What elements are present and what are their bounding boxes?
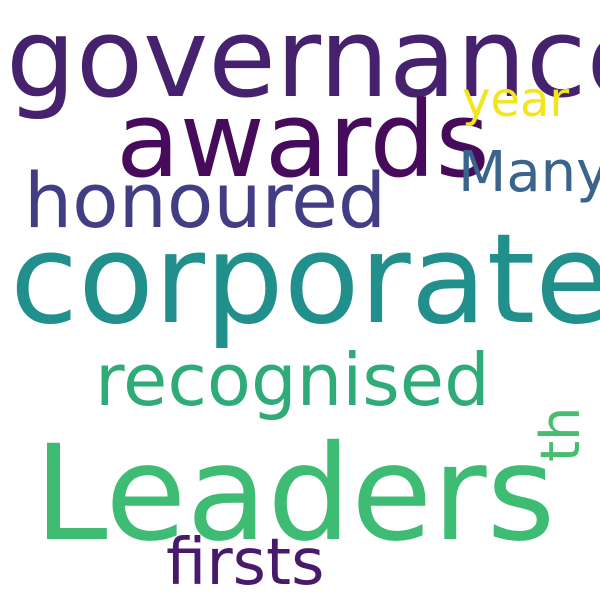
word-leaders: Leaders [34, 417, 556, 571]
word-honoured: honoured [24, 156, 387, 245]
word-recognised: recognised [95, 338, 490, 422]
word-awards: awards [116, 79, 490, 201]
word-firsts: firsts [166, 526, 325, 600]
word-corporate: corporate [10, 208, 600, 352]
word-many: Many [458, 140, 600, 205]
word-governance: governance [6, 0, 600, 122]
word-year: year [462, 72, 570, 128]
